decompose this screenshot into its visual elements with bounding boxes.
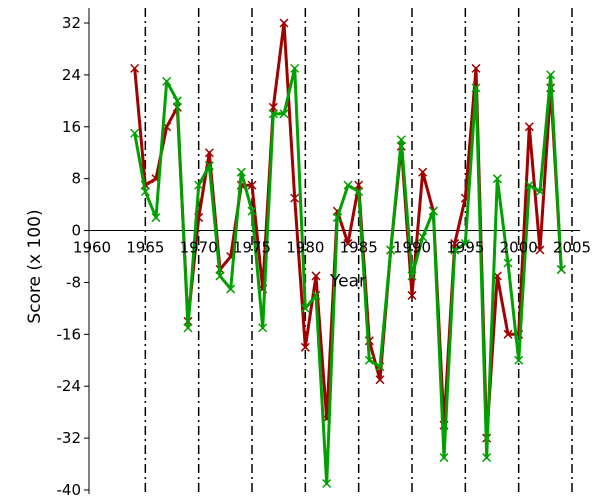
data-point (247, 180, 257, 190)
data-point (439, 453, 449, 463)
data-point (311, 271, 321, 281)
x-tick-label: 1970 (180, 239, 218, 257)
series-group (130, 18, 566, 489)
data-point (407, 271, 417, 281)
data-point (514, 355, 524, 365)
data-point (162, 76, 172, 86)
x-tick-label: 1960 (73, 239, 111, 257)
data-point (140, 187, 150, 197)
y-tick-label: 0 (71, 222, 81, 240)
data-point (418, 232, 428, 242)
x-tick-label: 2000 (500, 239, 538, 257)
data-point (172, 96, 182, 106)
data-point (396, 135, 406, 145)
data-point (354, 187, 364, 197)
data-point (268, 109, 278, 119)
data-point (386, 245, 396, 255)
x-tick-label: 2005 (553, 239, 591, 257)
data-point (183, 323, 193, 333)
data-point (268, 102, 278, 112)
data-point (204, 148, 214, 158)
data-point (130, 128, 140, 138)
data-point (535, 245, 545, 255)
data-point (375, 375, 385, 385)
data-point (428, 206, 438, 216)
x-tick-label: 1965 (126, 239, 164, 257)
data-point (546, 70, 556, 80)
data-point (226, 284, 236, 294)
y-tick-label: -8 (66, 273, 81, 291)
y-tick-label: -40 (57, 481, 82, 498)
data-point (258, 323, 268, 333)
data-point (535, 187, 545, 197)
data-point (524, 122, 534, 132)
y-tick-label: -24 (57, 377, 82, 395)
data-point (375, 362, 385, 372)
data-point (130, 63, 140, 73)
data-point (471, 63, 481, 73)
data-point (279, 109, 289, 119)
grid-lines (144, 8, 573, 494)
data-point (311, 290, 321, 300)
data-point (450, 238, 460, 249)
x-tick-label: 1980 (286, 239, 324, 257)
data-point (471, 83, 481, 93)
y-tick-label: 8 (71, 170, 81, 188)
data-point (524, 180, 534, 190)
data-point (354, 180, 364, 190)
x-tick-label: 1975 (233, 239, 271, 257)
data-point (300, 303, 310, 313)
data-point (332, 213, 342, 223)
y-tick-label: -16 (57, 325, 82, 343)
tick-labels: 32 24 16 8 0 -8 -16 -24 -32 -40 1960 1965 1970 1975 19… (57, 14, 592, 498)
data-point (343, 238, 353, 249)
data-point (151, 213, 161, 223)
data-point (482, 453, 492, 463)
data-point (215, 271, 225, 281)
y-axis-label: Score (x 100) (25, 209, 45, 323)
data-point (300, 342, 310, 352)
data-point (492, 174, 502, 184)
data-point (290, 193, 300, 203)
data-point (204, 161, 214, 171)
data-point (503, 258, 513, 268)
x-tick-label: 1990 (393, 239, 431, 257)
data-point (194, 180, 204, 190)
series-1 (130, 63, 566, 489)
data-point (407, 290, 417, 300)
data-point (279, 18, 289, 28)
y-tick-label: -32 (57, 429, 82, 447)
data-point (503, 329, 513, 339)
data-point (343, 180, 353, 190)
data-point (322, 478, 332, 489)
data-point (460, 238, 470, 249)
data-point (247, 206, 257, 216)
x-tick-label: 1995 (446, 239, 484, 257)
data-point (290, 63, 300, 73)
data-point (556, 264, 566, 275)
x-axis-label: Year (329, 272, 366, 292)
y-tick-label: 24 (62, 66, 81, 84)
axes (84, 8, 580, 494)
data-point (236, 167, 246, 177)
data-point (418, 167, 428, 177)
data-point (364, 355, 374, 365)
y-tick-label: 32 (62, 14, 81, 32)
data-point (450, 245, 460, 255)
y-tick-label: 16 (62, 118, 81, 136)
x-tick-label: 1985 (340, 239, 378, 257)
